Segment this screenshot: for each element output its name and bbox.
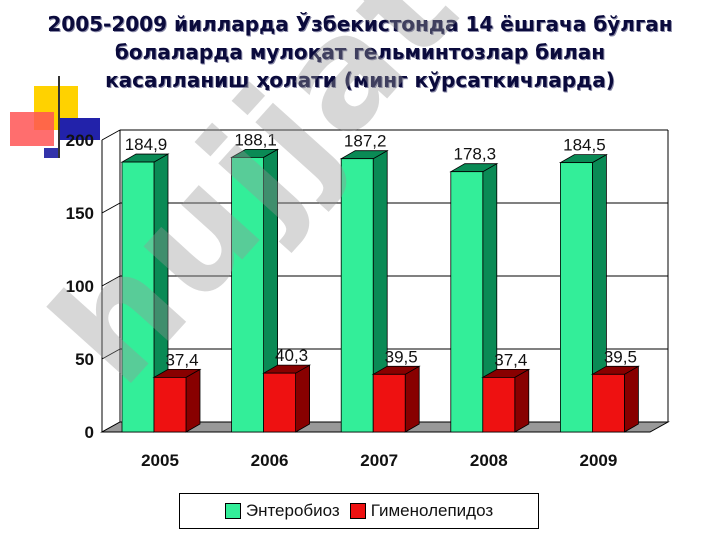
bar-hymenolepiasis	[372, 373, 406, 433]
chart-title: 2005-2009 йилларда Ўзбекистонда 14 ёшгач…	[0, 10, 720, 94]
legend-item-hymenolepiasis: Гименолепидоз	[349, 501, 494, 521]
gridline-side	[101, 202, 121, 214]
data-label: 184,5	[563, 136, 606, 155]
title-line-3: касалланиш ҳолати (минг кўрсаткичларда)	[105, 68, 615, 92]
y-tick-label: 200	[66, 131, 94, 150]
bar-enterobiosis	[450, 171, 484, 433]
data-label: 40,3	[275, 346, 308, 365]
decor-vertical-line	[58, 76, 60, 158]
decor-blue-square	[60, 118, 100, 140]
data-label: 184,9	[125, 135, 168, 154]
chart-legend: Энтеробиоз Гименолепидоз	[179, 493, 539, 529]
decor-blue-line	[44, 148, 60, 158]
y-tick-label: 150	[66, 204, 94, 223]
x-tick-label: 2005	[141, 451, 179, 470]
bar-side	[404, 365, 420, 433]
decor-red-square	[10, 112, 54, 146]
x-tick-label: 2007	[360, 451, 398, 470]
bar-side	[514, 368, 530, 433]
bar-enterobiosis	[340, 158, 374, 433]
bar-hymenolepiasis	[482, 376, 516, 433]
title-line-2: болаларда мулоқат гельминтозлар билан	[114, 40, 606, 64]
gridline-side	[101, 275, 121, 287]
bar-enterobiosis	[560, 162, 593, 433]
data-label: 187,2	[344, 132, 387, 151]
y-tick-label: 0	[85, 423, 94, 442]
bar-side	[295, 364, 311, 433]
bar-hymenolepiasis	[592, 373, 625, 433]
bar-hymenolepiasis	[153, 376, 187, 433]
x-tick-label: 2006	[251, 451, 289, 470]
legend-swatch-hymenolepiasis	[349, 503, 366, 519]
data-label: 37,4	[165, 350, 198, 369]
y-tick-label: 50	[75, 350, 94, 369]
legend-label-enterobiosis: Энтеробиоз	[245, 501, 340, 520]
bar-side	[624, 365, 639, 433]
gridline-side	[101, 129, 121, 141]
data-label: 39,5	[604, 347, 637, 366]
bar-hymenolepiasis	[263, 372, 297, 433]
x-tick-label: 2008	[470, 451, 508, 470]
data-label: 188,1	[234, 130, 277, 149]
gridline-side	[101, 348, 121, 360]
y-tick-label: 100	[66, 277, 94, 296]
legend-swatch-enterobiosis	[224, 503, 241, 519]
data-label: 39,5	[385, 347, 418, 366]
title-line-1: 2005-2009 йилларда Ўзбекистонда 14 ёшгач…	[47, 12, 673, 36]
bar-side	[185, 368, 201, 433]
bar-enterobiosis	[231, 156, 265, 433]
bar-enterobiosis	[121, 161, 155, 433]
data-label: 178,3	[454, 145, 497, 164]
legend-item-enterobiosis: Энтеробиоз	[224, 501, 340, 521]
x-tick-label: 2009	[579, 451, 617, 470]
legend-label-hymenolepiasis: Гименолепидоз	[370, 501, 494, 520]
data-label: 37,4	[494, 350, 527, 369]
